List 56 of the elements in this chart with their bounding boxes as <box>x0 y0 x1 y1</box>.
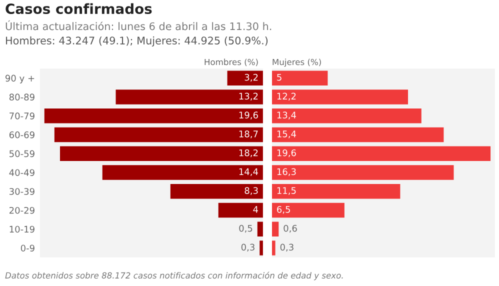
data-label: 19,6 <box>277 149 296 158</box>
bar <box>272 90 408 104</box>
x-axis-title: Hombres (%) <box>204 58 258 66</box>
data-label: 8,3 <box>244 187 258 195</box>
data-label: 0,5 <box>239 224 252 233</box>
y-tick-label: 80-89 <box>9 94 34 101</box>
bar <box>170 184 263 199</box>
data-label: 13,4 <box>277 112 296 120</box>
data-label: 14,4 <box>239 168 258 176</box>
data-label: 11,5 <box>277 187 296 195</box>
data-label: 19,6 <box>239 112 258 120</box>
text: Datos obtenidos sobre 88.172 casos notificados con información de edad y sexo. <box>5 272 343 280</box>
y-tick-label: 90 y + <box>5 74 34 84</box>
bar <box>257 222 263 236</box>
y-tick-label: 60-69 <box>9 131 34 138</box>
bar <box>260 240 263 256</box>
bar <box>227 70 263 86</box>
data-label: 15,4 <box>277 130 296 138</box>
bar <box>272 165 454 180</box>
bar <box>272 202 344 218</box>
bar <box>272 108 422 124</box>
data-label: 0,3 <box>280 244 294 252</box>
y-tick-label: 10-19 <box>10 226 34 233</box>
data-label: 18,2 <box>239 149 258 158</box>
bar <box>272 184 400 199</box>
y-tick-label: 70-79 <box>10 112 34 120</box>
bar <box>272 146 491 161</box>
data-label: 6,5 <box>277 206 290 214</box>
x-axis-title: Mujeres (%) <box>272 58 321 67</box>
bar <box>272 222 279 236</box>
chart-title: Casos confirmados <box>6 3 152 14</box>
y-tick-label: 40-49 <box>9 169 34 176</box>
y-tick-label: 50-59 <box>10 150 34 158</box>
data-label: 12,2 <box>277 92 296 100</box>
data-label: 13,2 <box>239 92 258 100</box>
y-tick-label: 0-9 <box>20 244 34 252</box>
bar <box>272 70 328 86</box>
data-label: 4 <box>253 206 258 213</box>
data-label: 0,6 <box>284 224 297 233</box>
bar <box>272 240 276 256</box>
data-label: 18,7 <box>239 130 258 138</box>
bar <box>116 90 263 104</box>
bar <box>60 146 263 161</box>
bar <box>272 127 444 142</box>
data-label: 3,2 <box>244 74 258 82</box>
bar <box>54 127 263 142</box>
y-tick-label: 20-29 <box>9 206 34 214</box>
bar <box>102 165 263 180</box>
bar <box>218 202 263 218</box>
data-label: 16,3 <box>277 168 296 176</box>
chart-subtitle: Última actualización: lunes 6 de abril a las 11.30 h. <box>6 20 272 30</box>
data-label: 0,3 <box>241 244 254 252</box>
data-label: 5 <box>277 74 282 81</box>
text: Hombres: 43.247 (49.1); Mujeres: 44.925 (50.9%.) <box>6 36 268 47</box>
y-tick-label: 30-39 <box>10 188 34 195</box>
bar <box>44 108 263 124</box>
